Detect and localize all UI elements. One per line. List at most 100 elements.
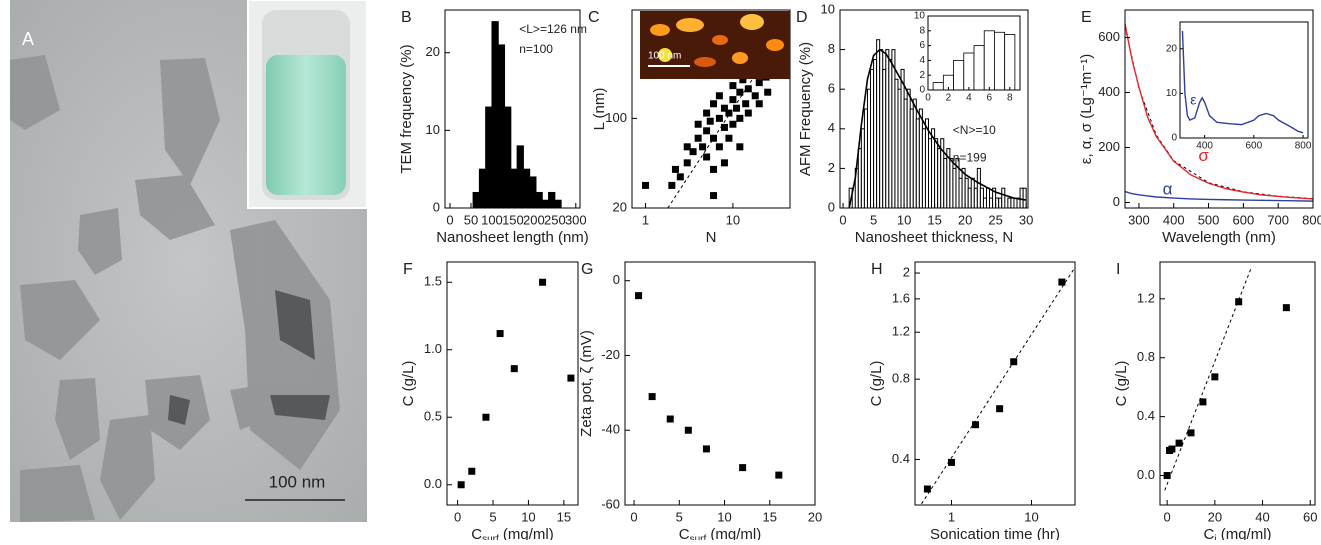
x-tick-label: 600 bbox=[1246, 141, 1263, 152]
y-tick-label: 10 bbox=[821, 1, 835, 16]
data-point bbox=[736, 143, 744, 151]
plot-area bbox=[1181, 30, 1304, 134]
panel-label: I bbox=[1116, 261, 1120, 278]
plot-frame bbox=[1124, 9, 1314, 209]
data-point bbox=[725, 109, 733, 117]
data-point bbox=[703, 109, 711, 117]
y-tick-label: 6 bbox=[919, 40, 925, 51]
y-axis-label: C (g/L) bbox=[1113, 361, 1130, 407]
vial-liquid bbox=[266, 55, 346, 195]
y-tick-label: 1.2 bbox=[892, 324, 910, 339]
annotation: <L>=126 nm bbox=[519, 22, 587, 36]
x-tick-label: 5 bbox=[676, 509, 683, 524]
data-point bbox=[676, 173, 684, 181]
panel-label: F bbox=[403, 261, 413, 278]
x-tick-label: 15 bbox=[763, 509, 777, 524]
panel-label: G bbox=[581, 261, 593, 278]
plot-frame bbox=[839, 9, 1029, 209]
x-tick-label: 25 bbox=[988, 212, 1002, 227]
scale-bar-label: 100 nm bbox=[269, 472, 326, 491]
plot-area bbox=[457, 278, 575, 489]
data-point bbox=[764, 88, 772, 96]
chart-panel: 1 10 0.4 0.8 1.2 1.6 2 H Sonication time (hr) C (… bbox=[868, 261, 1076, 543]
y-tick-label: 0.4 bbox=[1137, 408, 1155, 423]
data-point bbox=[775, 471, 783, 479]
panel-label: C bbox=[588, 9, 600, 26]
x-tick-label: 40 bbox=[1255, 509, 1269, 524]
data-point bbox=[689, 148, 697, 156]
data-point bbox=[751, 92, 759, 100]
data-point bbox=[715, 114, 723, 122]
x-axis-label: N bbox=[706, 229, 717, 246]
x-axis-label: Ci (mg/ml) bbox=[1203, 526, 1271, 540]
x-tick-label: 20 bbox=[808, 509, 822, 524]
x-tick-label: 1 bbox=[948, 509, 955, 524]
data-point bbox=[694, 134, 702, 142]
data-point bbox=[683, 143, 691, 151]
x-axis-label-part: (mg/ml) bbox=[499, 526, 554, 540]
data-point bbox=[496, 330, 504, 338]
data-point bbox=[736, 114, 744, 122]
panel-label: D bbox=[796, 9, 808, 26]
y-axis-label: ε, α, σ (Lg⁻¹m⁻¹) bbox=[1078, 54, 1095, 164]
data-point bbox=[468, 467, 476, 475]
data-point bbox=[1187, 429, 1195, 437]
histogram-bar bbox=[478, 168, 487, 208]
annotation: n=100 bbox=[519, 42, 553, 56]
data-point bbox=[725, 134, 733, 142]
histogram-bar bbox=[548, 191, 556, 208]
x-tick-label: 500 bbox=[1198, 212, 1220, 227]
histogram-bar bbox=[491, 21, 499, 208]
data-point bbox=[703, 153, 711, 161]
data-point bbox=[710, 165, 718, 173]
plot-frame bbox=[1179, 21, 1309, 139]
x-tick-label: 15 bbox=[927, 212, 941, 227]
y-tick-label: -20 bbox=[601, 347, 620, 362]
histogram-bar bbox=[522, 168, 531, 208]
data-point bbox=[703, 127, 711, 135]
data-point bbox=[642, 181, 650, 189]
data-point bbox=[755, 100, 763, 108]
data-point bbox=[923, 485, 931, 493]
x-tick-label: 200 bbox=[523, 212, 545, 227]
data-point bbox=[744, 85, 752, 93]
data-point bbox=[482, 413, 490, 421]
histogram-bar bbox=[541, 199, 550, 208]
series-line bbox=[1181, 30, 1304, 134]
x-tick-label: 400 bbox=[1196, 141, 1213, 152]
series-line bbox=[1125, 23, 1313, 200]
y-axis-label: TEM frequency (%) bbox=[398, 44, 415, 173]
data-point bbox=[755, 79, 763, 87]
histogram-bar bbox=[932, 82, 944, 90]
y-tick-label: 1.2 bbox=[1137, 290, 1155, 305]
data-point bbox=[510, 365, 518, 373]
data-point bbox=[1168, 445, 1176, 453]
y-axis-label: C (g/L) bbox=[868, 361, 885, 407]
chart-panel: 0 5 10 15 0.0 0.5 1.0 1.5 F Csurf (mg/ml) C (g/L) bbox=[400, 261, 579, 545]
y-tick-label: 0.8 bbox=[1137, 349, 1155, 364]
x-axis-label-part: (mg/ml) bbox=[706, 526, 761, 540]
y-axis-label: L (nm) bbox=[591, 88, 608, 131]
histogram-bar bbox=[529, 176, 537, 208]
data-point bbox=[710, 100, 718, 108]
data-point bbox=[683, 159, 691, 167]
x-tick-label: 0 bbox=[839, 212, 846, 227]
afm-background bbox=[640, 11, 790, 79]
x-tick-label: 400 bbox=[1163, 212, 1185, 227]
series-line bbox=[1125, 190, 1313, 202]
histogram-bar bbox=[973, 45, 985, 90]
data-point bbox=[733, 104, 741, 112]
histogram-bar bbox=[983, 30, 995, 90]
plot-frame bbox=[624, 261, 816, 506]
histogram-bar bbox=[516, 145, 524, 208]
inset-chart: 0 2 4 6 8 0 2 4 6 8 10 bbox=[914, 11, 1021, 104]
data-point bbox=[1058, 278, 1066, 286]
y-tick-label: 0 bbox=[613, 272, 620, 287]
data-point bbox=[648, 393, 656, 401]
y-tick-label: 8 bbox=[828, 41, 835, 56]
data-point bbox=[1211, 373, 1219, 381]
plot-area bbox=[472, 21, 562, 208]
y-tick-label: 0 bbox=[919, 85, 925, 96]
histogram-bar bbox=[1010, 197, 1015, 208]
